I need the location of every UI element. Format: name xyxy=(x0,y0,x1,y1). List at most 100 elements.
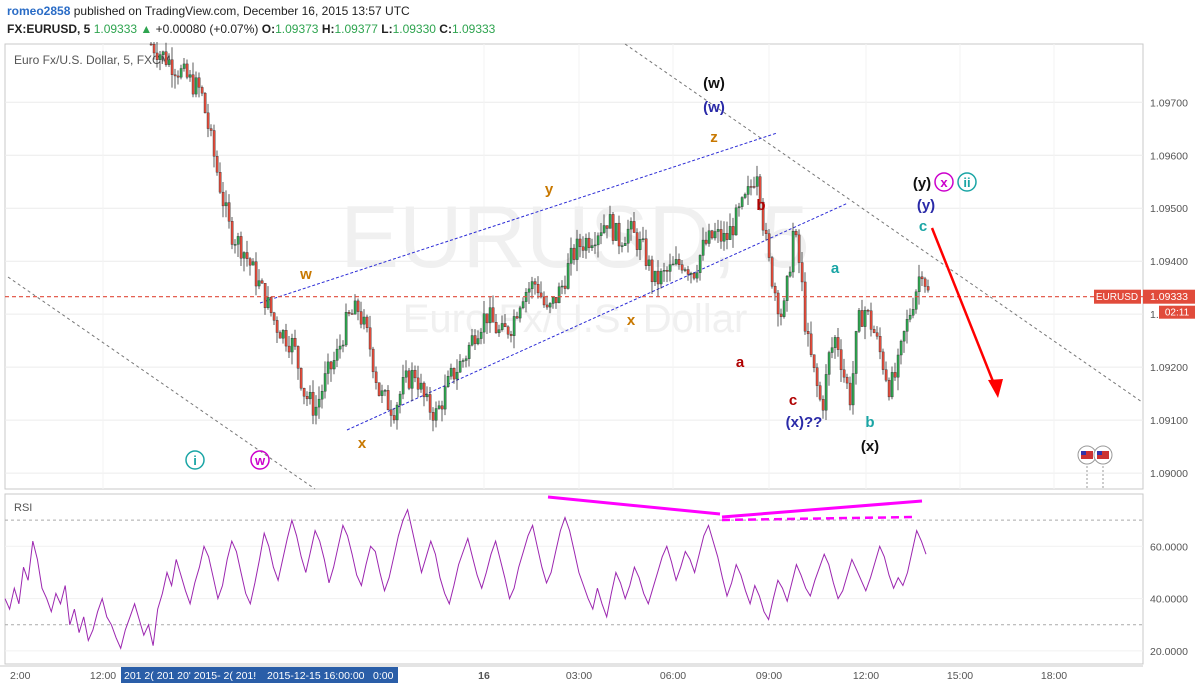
candle-body[interactable] xyxy=(890,372,894,398)
candle-body[interactable] xyxy=(611,214,615,241)
candle-body[interactable] xyxy=(428,394,432,413)
candle-body[interactable] xyxy=(680,264,684,271)
candle-body[interactable] xyxy=(767,233,771,258)
candle-body[interactable] xyxy=(467,344,471,359)
candle-body[interactable] xyxy=(503,323,507,328)
candle-body[interactable] xyxy=(410,369,414,389)
candle-body[interactable] xyxy=(857,310,861,332)
candle-body[interactable] xyxy=(923,278,927,287)
candle-body[interactable] xyxy=(173,74,177,77)
candle-body[interactable] xyxy=(758,176,762,203)
candle-body[interactable] xyxy=(338,345,342,350)
candle-body[interactable] xyxy=(887,380,891,398)
candle-body[interactable] xyxy=(506,326,510,335)
candle-body[interactable] xyxy=(722,233,726,242)
candle-body[interactable] xyxy=(485,313,489,324)
candle-body[interactable] xyxy=(461,360,465,362)
candle-body[interactable] xyxy=(176,75,180,78)
candle-body[interactable] xyxy=(563,285,567,289)
candle-body[interactable] xyxy=(299,368,303,389)
candle-body[interactable] xyxy=(161,51,165,55)
candle-body[interactable] xyxy=(878,336,882,353)
candle-body[interactable] xyxy=(335,348,339,361)
candle-body[interactable] xyxy=(380,390,384,396)
candle-body[interactable] xyxy=(755,176,759,187)
candle-body[interactable] xyxy=(170,59,174,75)
candle-body[interactable] xyxy=(710,230,714,239)
candle-body[interactable] xyxy=(833,337,837,348)
divergence-line-bearish[interactable] xyxy=(547,495,721,516)
candle-body[interactable] xyxy=(908,315,912,320)
us-event-flags[interactable] xyxy=(1077,445,1113,489)
candle-body[interactable] xyxy=(656,270,660,285)
candle-body[interactable] xyxy=(269,297,273,313)
candle-body[interactable] xyxy=(548,303,552,308)
candle-body[interactable] xyxy=(665,270,669,272)
candle-body[interactable] xyxy=(626,228,630,244)
candle-body[interactable] xyxy=(749,186,753,188)
candle-body[interactable] xyxy=(740,197,744,207)
candle-body[interactable] xyxy=(812,354,816,368)
candle-body[interactable] xyxy=(668,264,672,272)
candle-body[interactable] xyxy=(296,346,300,369)
main-pane[interactable] xyxy=(4,43,1144,490)
candle-body[interactable] xyxy=(593,244,597,247)
candle-body[interactable] xyxy=(278,332,282,339)
projection-arrow-line[interactable] xyxy=(930,227,1000,395)
candle-body[interactable] xyxy=(392,415,396,421)
candle-body[interactable] xyxy=(287,345,291,353)
candle-body[interactable] xyxy=(365,316,369,328)
candle-body[interactable] xyxy=(290,337,294,353)
candle-body[interactable] xyxy=(320,391,324,400)
candle-body[interactable] xyxy=(683,269,687,271)
candle-body[interactable] xyxy=(371,348,375,373)
candle-body[interactable] xyxy=(182,63,186,69)
candle-body[interactable] xyxy=(773,285,777,294)
candle-body[interactable] xyxy=(209,128,213,131)
candle-body[interactable] xyxy=(341,344,345,347)
candle-body[interactable] xyxy=(443,386,447,410)
candle-body[interactable] xyxy=(728,226,732,240)
candle-body[interactable] xyxy=(434,408,438,421)
candle-body[interactable] xyxy=(764,229,768,234)
candle-body[interactable] xyxy=(854,331,858,374)
candle-body[interactable] xyxy=(794,231,798,236)
candle-body[interactable] xyxy=(896,354,900,378)
candle-body[interactable] xyxy=(806,331,810,335)
candle-body[interactable] xyxy=(302,387,306,397)
candle-body[interactable] xyxy=(620,245,624,247)
channel-lower-line[interactable] xyxy=(346,202,849,431)
time-axis[interactable]: 2:00 12:00 16 03:00 06:00 09:00 12:00 15:00 18:0… xyxy=(0,665,1143,682)
candle-body[interactable] xyxy=(383,390,387,392)
candle-body[interactable] xyxy=(500,323,504,330)
candle-body[interactable] xyxy=(368,327,372,350)
candle-body[interactable] xyxy=(632,221,636,233)
candle-body[interactable] xyxy=(281,330,285,339)
candle-body[interactable] xyxy=(212,130,216,157)
candle-body[interactable] xyxy=(845,376,849,384)
candle-body[interactable] xyxy=(866,309,870,312)
candle-body[interactable] xyxy=(824,374,828,411)
trendline-upper-right[interactable] xyxy=(624,43,1143,403)
candle-body[interactable] xyxy=(464,358,468,361)
candle-body[interactable] xyxy=(677,259,681,265)
candle-body[interactable] xyxy=(800,262,804,283)
candle-body[interactable] xyxy=(884,369,888,381)
candle-body[interactable] xyxy=(743,194,747,198)
candle-body[interactable] xyxy=(842,369,846,378)
candle-body[interactable] xyxy=(404,370,408,378)
candle-body[interactable] xyxy=(809,333,813,355)
candle-body[interactable] xyxy=(881,351,885,370)
candle-body[interactable] xyxy=(689,272,693,275)
candle-body[interactable] xyxy=(899,340,903,356)
candle-body[interactable] xyxy=(605,225,609,229)
candle-body[interactable] xyxy=(761,201,765,231)
candle-body[interactable] xyxy=(776,292,780,315)
candle-body[interactable] xyxy=(509,334,513,336)
candle-body[interactable] xyxy=(572,247,576,260)
candle-body[interactable] xyxy=(218,172,222,193)
candle-body[interactable] xyxy=(803,281,807,332)
candle-body[interactable] xyxy=(347,312,351,314)
candle-body[interactable] xyxy=(533,281,537,285)
candle-body[interactable] xyxy=(737,206,741,209)
